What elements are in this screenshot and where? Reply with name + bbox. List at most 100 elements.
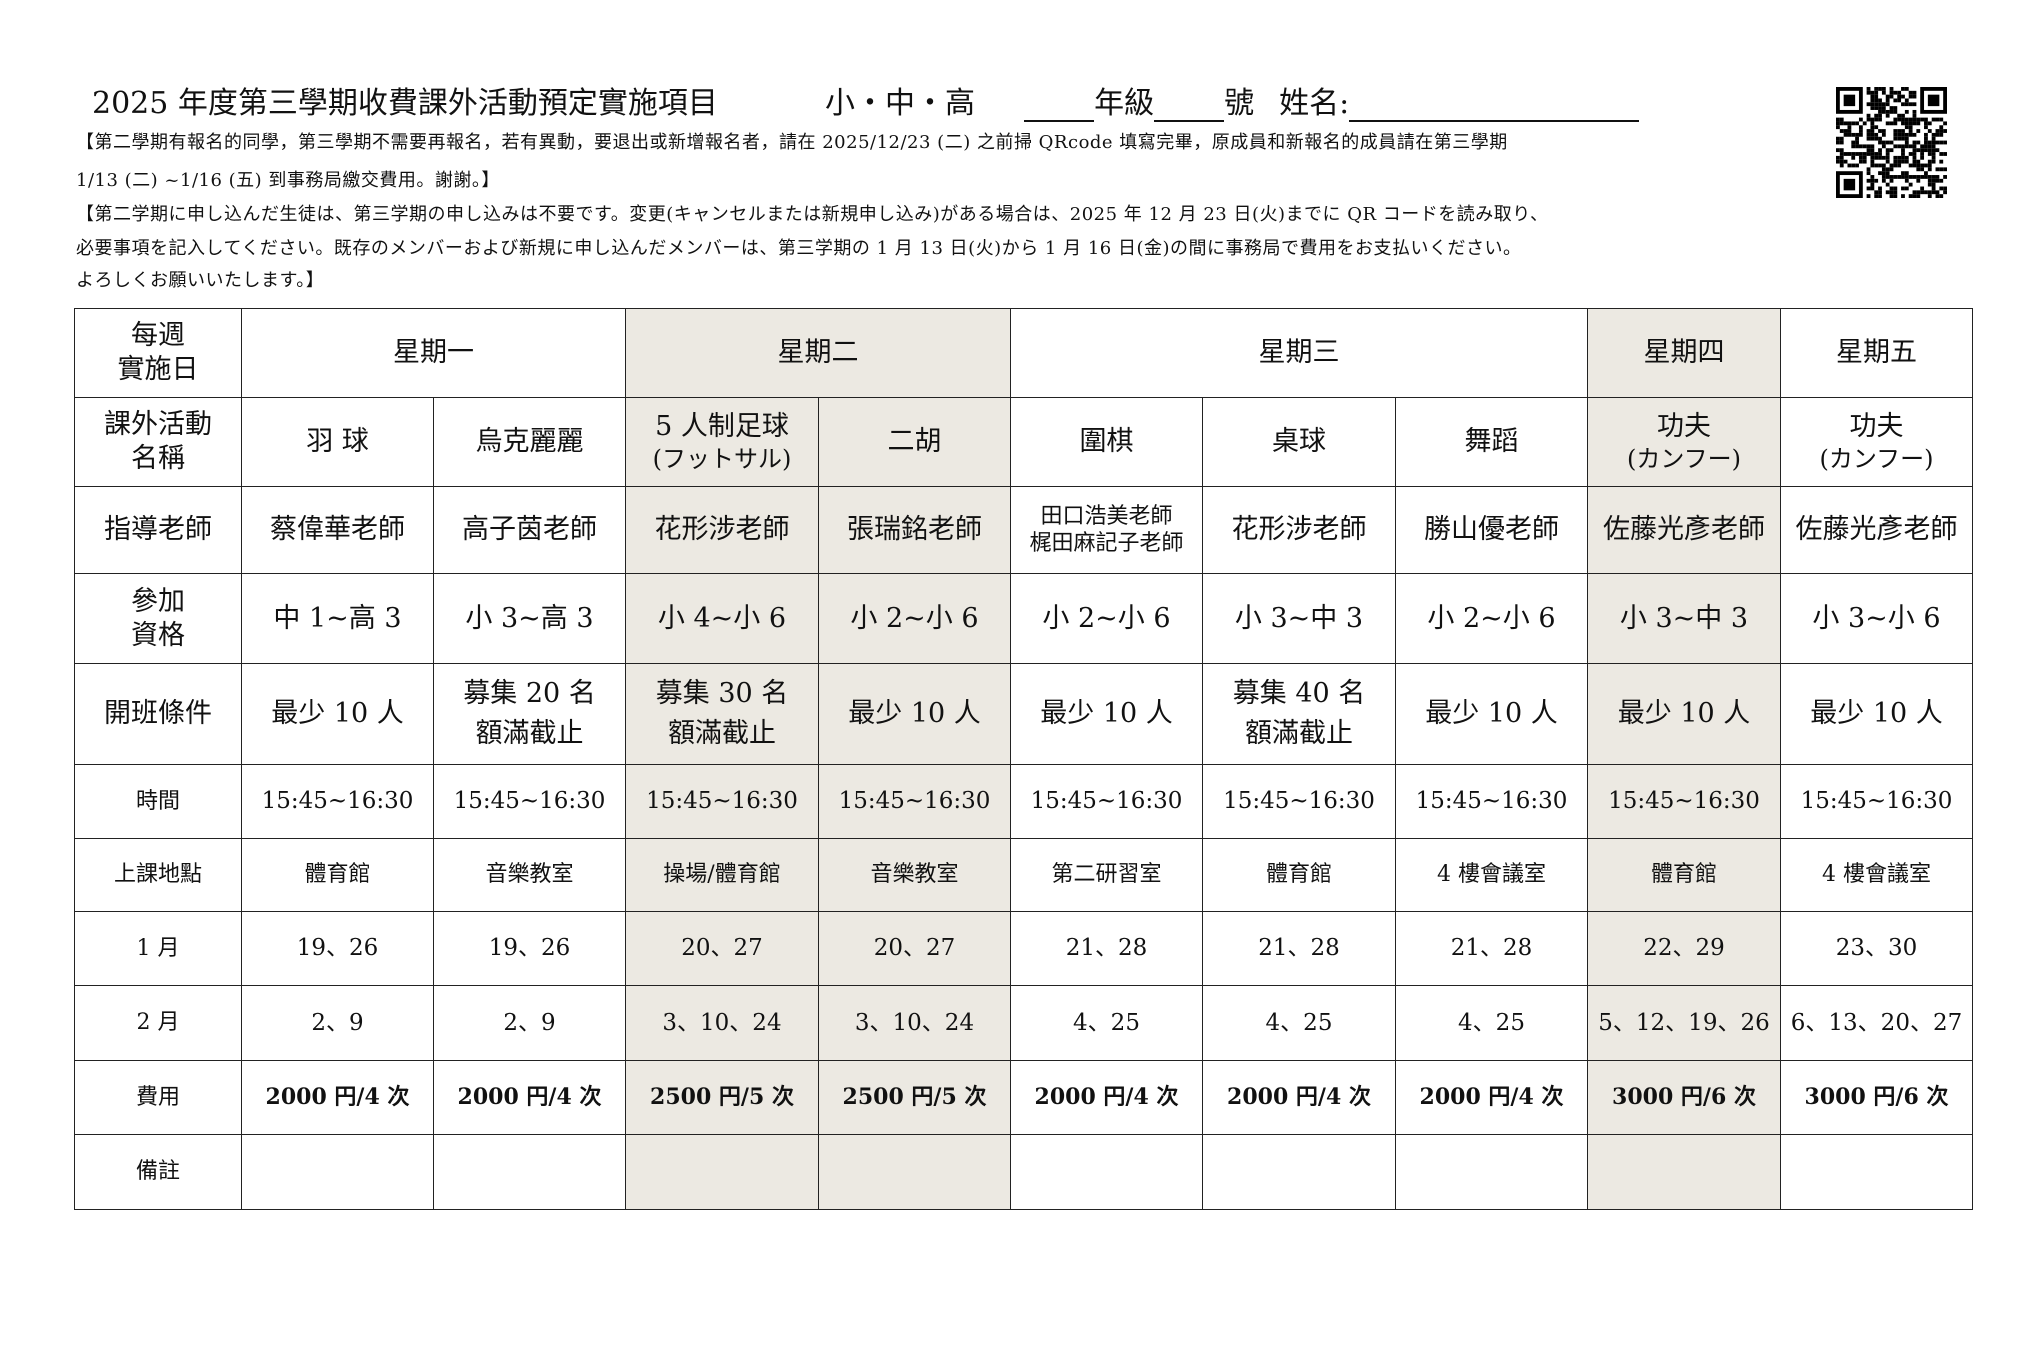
cell-feb: 4、25: [1395, 985, 1588, 1061]
name-blank[interactable]: [1349, 90, 1640, 122]
cell-line: 蔡偉華老師: [270, 514, 405, 546]
cell-fee: 2000 円/4 次: [241, 1060, 434, 1135]
row-label: 2 月: [74, 985, 242, 1061]
cell-jan: 23、30: [1780, 911, 1973, 986]
number-label: 號: [1224, 86, 1255, 121]
cell-line: 勝山優老師: [1424, 514, 1559, 546]
note-ja-line-3: よろしくお願いいたします。】: [76, 270, 325, 291]
cell-remarks[interactable]: [1010, 1134, 1203, 1210]
cell-feb: 2、9: [433, 985, 626, 1061]
cell-line: 桌球: [1272, 426, 1326, 458]
cell-place: 第二研習室: [1010, 838, 1203, 912]
day-header: 星期一: [241, 308, 626, 398]
day-header: 星期二: [625, 308, 1011, 398]
cell-feb: 2、9: [241, 985, 434, 1061]
cell-condition: 最少 10 人: [818, 663, 1011, 765]
cell-fee: 2000 円/4 次: [1202, 1060, 1396, 1135]
cell-teacher: 高子茵老師: [433, 486, 626, 574]
cell-place: 4 樓會議室: [1395, 838, 1588, 912]
day-header: 星期四: [1587, 308, 1781, 398]
note-ja-line-1: 【第二学期に申し込んだ生徒は、第三学期の申し込みは不要です。変更(キャンセルまた…: [76, 204, 1549, 225]
cell-line: (フットサル): [652, 444, 792, 473]
cell-line: 額滿截止: [1245, 718, 1353, 749]
cell-eligibility: 小 4~小 6: [625, 573, 819, 664]
cell-jan: 20、27: [625, 911, 819, 986]
activity-schedule-table: 每週 實施日 星期一 星期二 星期三 星期四 星期五 課外活動 名稱羽 球烏克麗麗 5 人制足球(…: [74, 308, 1973, 1210]
cell-activity: 功夫 (カンフー): [1587, 397, 1781, 487]
cell-teacher: 花形涉老師: [625, 486, 819, 574]
qr-code-icon[interactable]: [1836, 87, 1947, 198]
cell-feb: 6、13、20、27: [1780, 985, 1973, 1061]
cell-eligibility: 小 3~中 3: [1202, 573, 1396, 664]
cell-remarks[interactable]: [818, 1134, 1011, 1210]
cell-teacher: 佐藤光彥老師: [1780, 486, 1973, 574]
cell-eligibility: 小 2~小 6: [818, 573, 1011, 664]
cell-line: 佐藤光彥老師: [1603, 514, 1765, 546]
cell-condition: 募集 20 名額滿截止: [433, 663, 626, 765]
cell-feb: 3、10、24: [625, 985, 819, 1061]
cell-feb: 4、25: [1202, 985, 1396, 1061]
cell-line: 最少 10 人: [1810, 698, 1943, 730]
cell-teacher: 佐藤光彥老師: [1587, 486, 1781, 574]
page-title: 2025 年度第三學期收費課外活動預定實施項目: [92, 86, 718, 121]
cell-teacher: 花形涉老師: [1202, 486, 1396, 574]
cell-line: 烏克麗麗: [475, 426, 584, 458]
cell-time: 15:45~16:30: [625, 764, 819, 839]
row-label: 1 月: [74, 911, 242, 986]
cell-line: 高子茵老師: [462, 514, 597, 546]
cell-fee: 2500 円/5 次: [625, 1060, 819, 1135]
cell-condition: 最少 10 人: [1395, 663, 1588, 765]
cell-fee: 2000 円/4 次: [433, 1060, 626, 1135]
cell-line: 梶田麻記子老師: [1029, 531, 1184, 556]
cell-time: 15:45~16:30: [818, 764, 1011, 839]
cell-remarks[interactable]: [1395, 1134, 1588, 1210]
cell-line: 功夫: [1657, 411, 1711, 443]
cell-remarks[interactable]: [1587, 1134, 1781, 1210]
grade-blank[interactable]: [1024, 90, 1095, 122]
cell-condition: 最少 10 人: [1010, 663, 1203, 765]
cell-eligibility: 中 1~高 3: [241, 573, 434, 664]
day-header: 星期五: [1780, 308, 1973, 398]
form-header: 2025 年度第三學期收費課外活動預定實施項目 小・中・高 年級 號 姓名:: [92, 78, 1640, 122]
cell-activity: 烏克麗麗: [433, 397, 626, 487]
cell-remarks[interactable]: [1202, 1134, 1396, 1210]
cell-time: 15:45~16:30: [1395, 764, 1588, 839]
row-label-line: 名稱: [131, 443, 185, 474]
row-label: 參加 資格: [74, 573, 242, 664]
cell-activity: 圍棋: [1010, 397, 1203, 487]
row-label: 上課地點: [74, 838, 242, 912]
note-zh-line-1: 【第二學期有報名的同學，第三學期不需要再報名，若有異動，要退出或新增報名者，請在…: [76, 132, 1508, 153]
cell-condition: 募集 30 名額滿截止: [625, 663, 819, 765]
cell-teacher: 勝山優老師: [1395, 486, 1588, 574]
cell-condition: 最少 10 人: [1587, 663, 1781, 765]
cell-jan: 19、26: [241, 911, 434, 986]
cell-feb: 3、10、24: [818, 985, 1011, 1061]
cell-remarks[interactable]: [241, 1134, 434, 1210]
cell-line: 募集 20 名: [463, 677, 596, 709]
cell-place: 體育館: [1202, 838, 1396, 912]
cell-condition: 最少 10 人: [241, 663, 434, 765]
cell-line: 圍棋: [1079, 426, 1134, 458]
cell-jan: 22、29: [1587, 911, 1781, 986]
number-blank[interactable]: [1154, 90, 1225, 122]
row-label-line: 資格: [131, 619, 185, 651]
cell-line: 舞蹈: [1464, 426, 1519, 458]
cell-line: 最少 10 人: [1617, 698, 1751, 730]
cell-line: 最少 10 人: [848, 698, 981, 730]
note-zh-line-2: 1/13 (二) ~1/16 (五) 到事務局繳交費用。謝謝。】: [76, 170, 500, 191]
row-label-line: 參加: [131, 585, 185, 617]
cell-line: 功夫: [1849, 411, 1904, 443]
cell-line: 最少 10 人: [1425, 698, 1558, 730]
cell-jan: 21、28: [1202, 911, 1396, 986]
cell-remarks[interactable]: [625, 1134, 819, 1210]
cell-remarks[interactable]: [433, 1134, 626, 1210]
cell-place: 體育館: [1587, 838, 1781, 912]
cell-condition: 募集 40 名額滿截止: [1202, 663, 1396, 765]
cell-line: 額滿截止: [475, 718, 584, 749]
cell-remarks[interactable]: [1780, 1134, 1973, 1210]
cell-place: 操場/體育館: [625, 838, 819, 912]
row-label: 時間: [74, 764, 242, 839]
cell-line: 花形涉老師: [654, 514, 790, 546]
row-label-line: 每週: [131, 320, 185, 352]
cell-activity: 桌球: [1202, 397, 1396, 487]
